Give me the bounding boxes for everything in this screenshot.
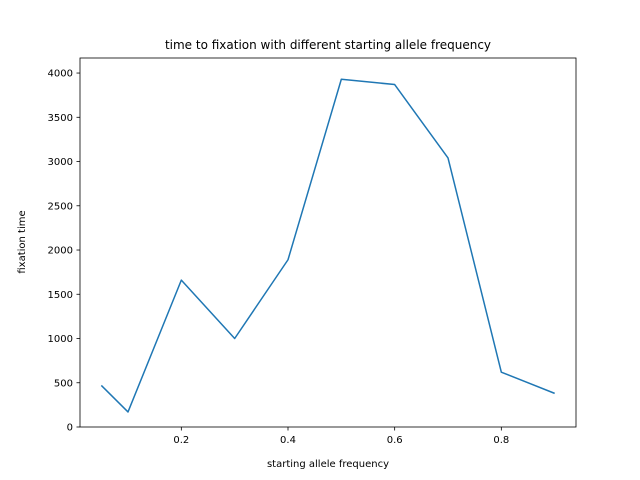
chart-title: time to fixation with different starting…: [165, 38, 491, 52]
x-tick-label: 0.6: [387, 435, 403, 446]
y-axis: 0 500 1000 1500 2000 2500 3000 3500 4000: [48, 69, 80, 434]
y-tick-label: 4000: [48, 69, 73, 80]
x-tick-label: 0.4: [280, 435, 296, 446]
y-tick-label: 1500: [48, 290, 73, 301]
plot-area: [80, 58, 576, 427]
x-tick-label: 0.8: [493, 435, 509, 446]
series-line-0: [100, 78, 555, 413]
y-tick-label: 1000: [48, 334, 73, 345]
y-tick-label: 500: [54, 378, 73, 389]
y-tick-label: 2000: [48, 246, 73, 257]
x-axis-label: starting allele frequency: [267, 459, 389, 470]
y-tick-label: 2500: [48, 201, 73, 212]
x-axis: 0.2 0.4 0.6 0.8: [173, 427, 509, 446]
y-tick-label: 3000: [48, 157, 73, 168]
y-tick-label: 3500: [48, 113, 73, 124]
plot-frame: [79, 57, 577, 428]
x-tick-label: 0.2: [173, 435, 189, 446]
plot-marks: [100, 78, 555, 413]
y-axis-label: fixation time: [17, 210, 28, 273]
y-tick-label: 0: [67, 423, 73, 434]
